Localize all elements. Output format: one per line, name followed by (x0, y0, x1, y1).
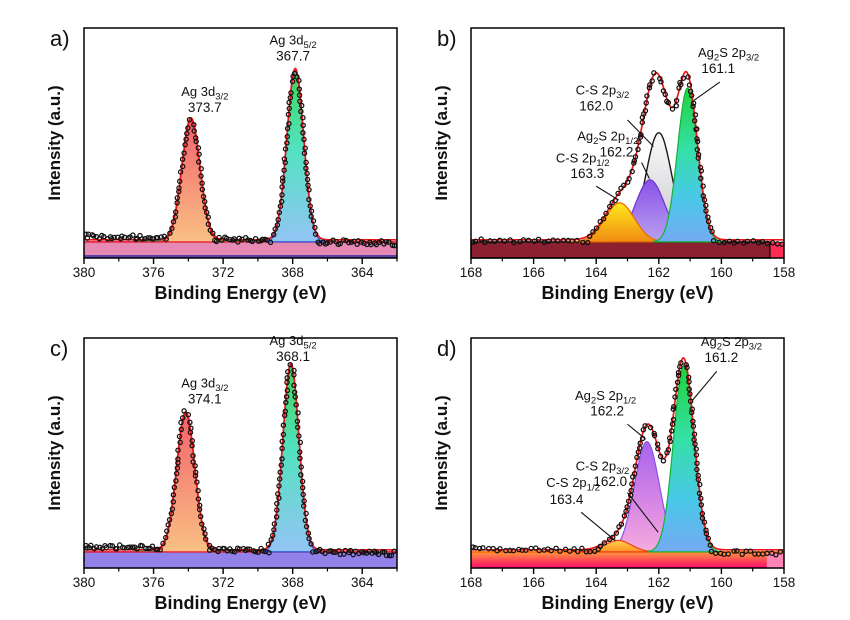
svg-text:368: 368 (281, 265, 304, 280)
svg-text:Ag2S 2p1/2: Ag2S 2p1/2 (577, 129, 638, 148)
svg-text:Intensity (a.u.): Intensity (a.u.) (45, 85, 64, 200)
svg-text:161.1: 161.1 (701, 61, 735, 76)
svg-text:168: 168 (460, 575, 483, 590)
svg-text:376: 376 (142, 575, 165, 590)
svg-text:372: 372 (212, 265, 235, 280)
svg-text:373.7: 373.7 (188, 100, 222, 115)
svg-text:b): b) (437, 26, 457, 51)
svg-text:Ag 3d3/2: Ag 3d3/2 (181, 84, 228, 103)
panel-d: Ag2S 2p3/2 161.2 Ag2S 2p1/2 162.2 C-S 2p3/2 1… (425, 310, 850, 620)
svg-text:a): a) (50, 26, 70, 51)
svg-text:Ag2S 2p1/2: Ag2S 2p1/2 (575, 388, 636, 407)
svg-text:162.2: 162.2 (590, 404, 624, 419)
svg-text:380: 380 (73, 265, 96, 280)
svg-text:Ag 3d5/2: Ag 3d5/2 (269, 33, 316, 52)
svg-text:164: 164 (585, 575, 608, 590)
panel-b: Ag2S 2p3/2 161.1 C-S 2p3/2 162.0 Ag2S 2p1/2 1… (425, 0, 850, 310)
svg-text:380: 380 (73, 575, 96, 590)
svg-text:164: 164 (585, 265, 608, 280)
svg-text:Ag 3d3/2: Ag 3d3/2 (181, 375, 228, 394)
svg-text:Ag 3d5/2: Ag 3d5/2 (269, 333, 316, 352)
svg-text:d): d) (437, 336, 457, 361)
svg-text:Ag2S 2p3/2: Ag2S 2p3/2 (698, 45, 759, 64)
panel-a: Ag 3d3/2 373.7 Ag 3d5/2 367.7 380 376 372 368 36… (0, 0, 425, 310)
svg-text:Intensity (a.u.): Intensity (a.u.) (432, 85, 451, 200)
svg-text:Binding Energy (eV): Binding Energy (eV) (541, 283, 713, 303)
svg-text:364: 364 (351, 575, 374, 590)
svg-text:163.3: 163.3 (571, 166, 605, 181)
svg-text:162.0: 162.0 (593, 474, 627, 489)
svg-text:367.7: 367.7 (276, 49, 310, 64)
svg-text:376: 376 (142, 265, 165, 280)
svg-text:162: 162 (648, 265, 671, 280)
svg-text:364: 364 (351, 265, 374, 280)
svg-text:161.2: 161.2 (705, 350, 739, 365)
svg-text:C-S 2p1/2: C-S 2p1/2 (546, 475, 600, 494)
svg-text:162.0: 162.0 (579, 98, 613, 113)
svg-text:C-S 2p3/2: C-S 2p3/2 (576, 83, 630, 102)
svg-text:168: 168 (460, 265, 483, 280)
panel-c: Ag 3d3/2 374.1 Ag 3d5/2 368.1 380 376 372 368 36… (0, 310, 425, 620)
svg-text:368: 368 (281, 575, 304, 590)
svg-text:166: 166 (522, 265, 545, 280)
svg-text:Intensity (a.u.): Intensity (a.u.) (432, 395, 451, 510)
svg-text:160: 160 (710, 575, 733, 590)
svg-text:158: 158 (773, 265, 796, 280)
svg-text:368.1: 368.1 (276, 349, 310, 364)
svg-text:162: 162 (648, 575, 671, 590)
svg-text:C-S 2p3/2: C-S 2p3/2 (576, 458, 630, 477)
svg-text:163.4: 163.4 (550, 492, 584, 507)
svg-text:162.2: 162.2 (600, 144, 634, 159)
svg-text:C-S 2p1/2: C-S 2p1/2 (556, 151, 610, 170)
svg-text:Binding Energy (eV): Binding Energy (eV) (154, 283, 326, 303)
svg-text:Binding Energy (eV): Binding Energy (eV) (154, 593, 326, 613)
svg-text:Intensity (a.u.): Intensity (a.u.) (45, 395, 64, 510)
svg-text:374.1: 374.1 (188, 392, 222, 407)
svg-text:Binding Energy (eV): Binding Energy (eV) (541, 593, 713, 613)
svg-text:158: 158 (773, 575, 796, 590)
svg-text:c): c) (50, 336, 68, 361)
svg-text:166: 166 (522, 575, 545, 590)
svg-text:160: 160 (710, 265, 733, 280)
svg-text:372: 372 (212, 575, 235, 590)
